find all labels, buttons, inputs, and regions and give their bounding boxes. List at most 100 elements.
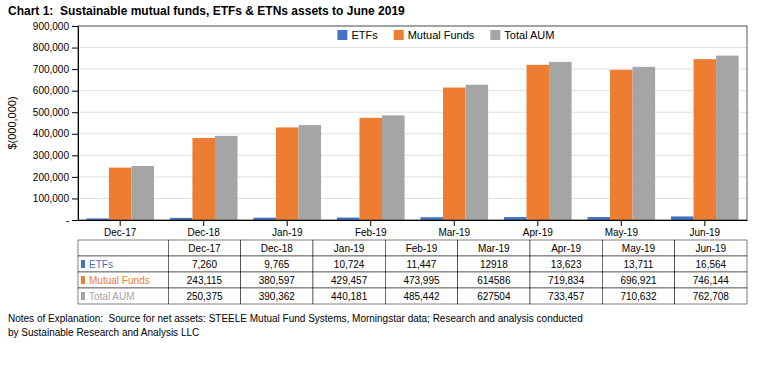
bar: [420, 217, 443, 220]
table-cell: [168, 288, 240, 304]
table-cell: [385, 256, 457, 272]
table-value: 473,995: [403, 275, 440, 286]
table-cell: [458, 272, 530, 288]
table-value: 10,724: [334, 259, 365, 270]
table-cell: [602, 256, 674, 272]
table-cell: [458, 256, 530, 272]
table-swatch: [81, 260, 85, 268]
table-swatch: [81, 276, 85, 284]
tick-mark: [72, 134, 78, 135]
table-cell: [241, 272, 313, 288]
legend-swatch: [490, 30, 500, 40]
bar: [276, 127, 299, 220]
table-header: Jun-19: [696, 243, 727, 254]
tick-label: 200,000: [33, 172, 70, 183]
tick-mark: [72, 155, 78, 156]
bar-series: [109, 59, 716, 220]
data-table: Dec-17Dec-18Jan-19Feb-19Mar-19Apr-19May-…: [78, 240, 747, 304]
tick-label: 500,000: [33, 107, 70, 118]
table-value: 380,597: [259, 275, 296, 286]
table-row-label: Total AUM: [89, 291, 135, 302]
tick-label: May-19: [605, 227, 639, 238]
tick-mark: [72, 48, 78, 49]
tick-mark: [72, 69, 78, 70]
bar: [192, 138, 215, 220]
legend-label: ETFs: [351, 29, 378, 41]
tick: 400,000: [33, 128, 78, 139]
table-cell: [675, 256, 747, 272]
tick: 300,000: [33, 150, 78, 161]
tick: 600,000: [33, 85, 78, 96]
table-cell: [241, 288, 313, 304]
grid: [78, 26, 747, 220]
tick-label: -: [66, 215, 69, 226]
tick: -: [66, 215, 78, 226]
legend: ETFsMutual FundsTotal AUM: [337, 29, 554, 41]
bar: [131, 166, 154, 220]
tick-mark: [72, 220, 78, 221]
tick-mark: [454, 220, 455, 226]
tick-mark: [72, 112, 78, 113]
table-value: 710,632: [620, 291, 657, 302]
table-value: 429,457: [331, 275, 368, 286]
plot: - 100,000 200,000 300,000 400,000 500,000 600,…: [33, 21, 748, 238]
tick-mark: [287, 220, 288, 226]
table-header: Feb-19: [406, 243, 438, 254]
plot-frame: [78, 26, 747, 220]
tick: Apr-19: [523, 220, 553, 238]
table-value: 440,181: [331, 291, 368, 302]
tick-label: Jun-19: [690, 227, 721, 238]
bar: [716, 56, 739, 220]
y-axis: - 100,000 200,000 300,000 400,000 500,000 600,…: [33, 21, 79, 226]
table-cell: [458, 240, 530, 256]
legend-item: Mutual Funds: [394, 29, 475, 41]
table-value: 762,708: [693, 291, 730, 302]
tick-mark: [203, 220, 204, 226]
x-axis: Dec-17 Dec-18 Jan-19 Feb-19 Mar-19 Apr-19 May-…: [79, 220, 748, 238]
tick-mark: [72, 91, 78, 92]
axis-line: [79, 220, 748, 221]
table-cell: [168, 240, 240, 256]
grid-line: [78, 47, 747, 48]
legend-swatch: [394, 30, 404, 40]
table-value: 7,260: [192, 259, 217, 270]
table-cell: [530, 272, 602, 288]
tick: Feb-19: [355, 220, 387, 238]
table-cell: [675, 288, 747, 304]
tick: 500,000: [33, 107, 78, 118]
tick-label: Apr-19: [523, 227, 553, 238]
tick: Dec-18: [188, 220, 221, 238]
table-cell: [78, 256, 168, 272]
tick: May-19: [605, 220, 639, 238]
axis-title: $(000,000): [6, 96, 18, 149]
table-value: 12918: [480, 259, 508, 270]
title: Chart 1: Sustainable mutual funds, ETFs …: [8, 4, 405, 18]
table-value: 390,362: [259, 291, 296, 302]
tick: 100,000: [33, 193, 78, 204]
bar: [109, 168, 132, 220]
tick-label: Dec-18: [188, 227, 221, 238]
note: Notes of Explanation: Source for net ass…: [8, 313, 583, 324]
tick: 800,000: [33, 42, 78, 53]
bar: [298, 125, 321, 220]
tick-mark: [621, 220, 622, 226]
table-cell: [602, 288, 674, 304]
table-cell: [458, 288, 530, 304]
bar: [359, 118, 382, 220]
table-cell: [675, 240, 747, 256]
tick-label: 600,000: [33, 85, 70, 96]
table-value: 746,144: [693, 275, 730, 286]
table-header: May-19: [622, 243, 656, 254]
table-row-label: Mutual Funds: [89, 275, 150, 286]
table-value: 250,375: [186, 291, 223, 302]
table-cell: [385, 272, 457, 288]
table-cell: [78, 240, 168, 256]
bar: [504, 217, 527, 220]
tick-mark: [120, 220, 121, 226]
tick: Dec-17: [104, 220, 137, 238]
tick-mark: [370, 220, 371, 226]
tick-mark: [72, 177, 78, 178]
bar: [549, 62, 572, 220]
tick: Mar-19: [438, 220, 470, 238]
tick-label: Jan-19: [272, 227, 303, 238]
